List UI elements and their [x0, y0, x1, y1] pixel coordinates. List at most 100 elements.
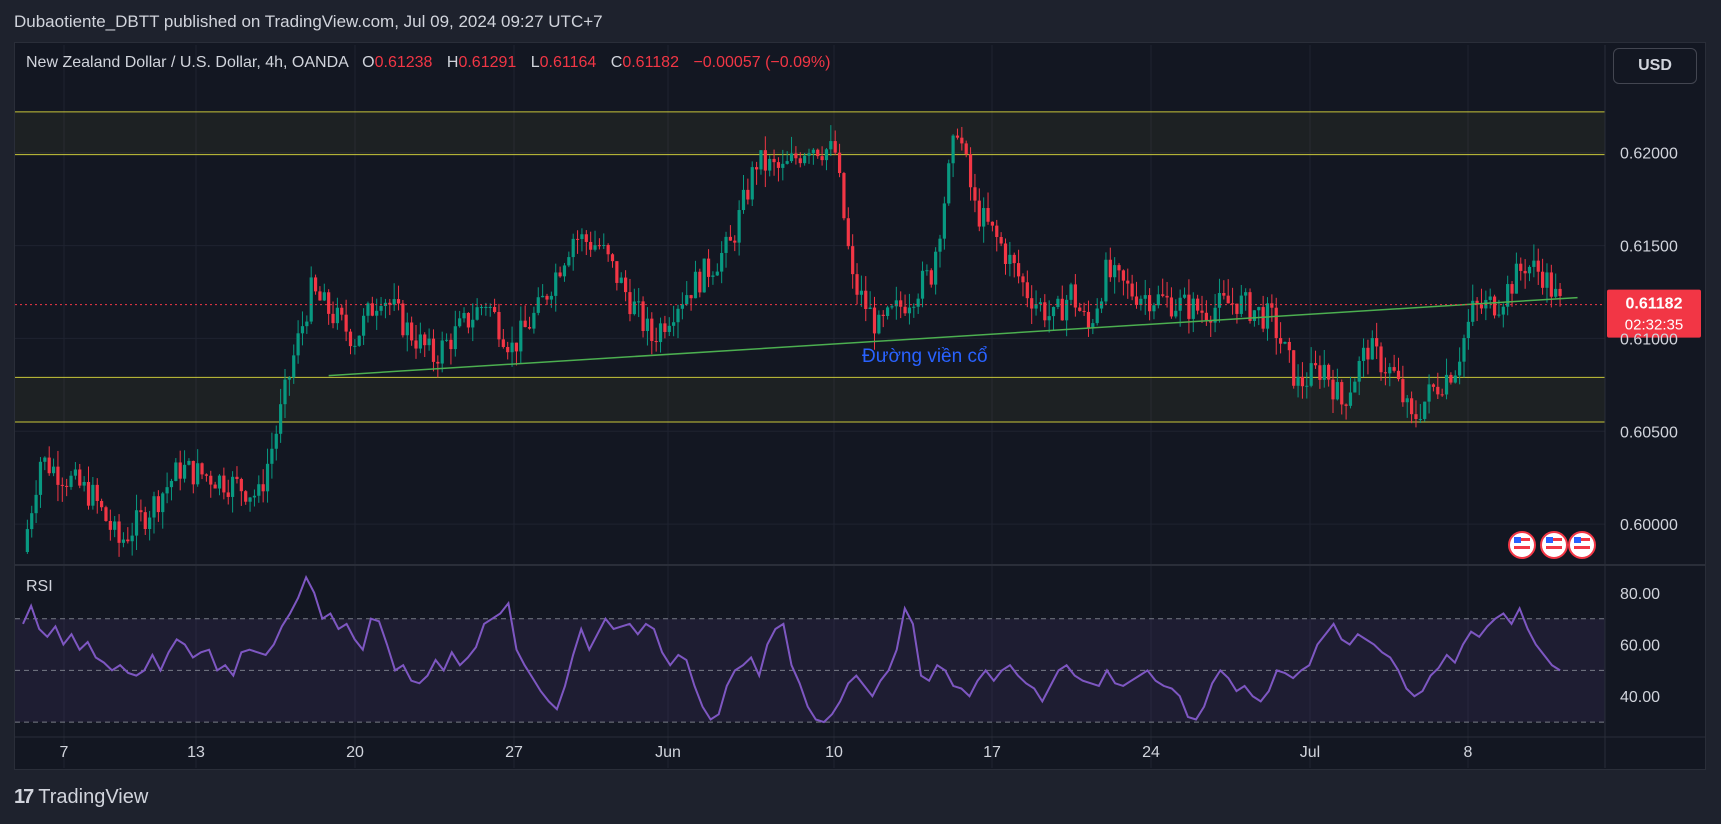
candle-body: [829, 141, 833, 150]
candle-body: [619, 277, 623, 283]
candle-body: [645, 318, 650, 332]
candle-body: [746, 189, 750, 200]
candle-body: [1065, 299, 1069, 321]
candle-body: [934, 251, 938, 285]
price-tag-countdown: 02:32:35: [1625, 317, 1683, 334]
us-flag-event-icon[interactable]: [1540, 531, 1568, 559]
us-flag-event-icon[interactable]: [1508, 531, 1536, 559]
candle-body: [204, 474, 208, 476]
candle-body: [1519, 263, 1523, 271]
candle-body: [1296, 376, 1300, 386]
candle-body: [628, 292, 632, 315]
candle-body: [1427, 384, 1431, 402]
rsi-panel: 40.00 60.00 80.00: [15, 574, 1660, 724]
candle-body: [305, 321, 309, 327]
candle-body: [824, 149, 829, 161]
candle-body: [650, 318, 654, 341]
candle-body: [593, 245, 597, 250]
us-flag-event-icon[interactable]: [1568, 531, 1596, 559]
candle-body: [676, 308, 680, 323]
candle-body: [1453, 375, 1457, 383]
candle-body: [968, 154, 973, 188]
currency-button[interactable]: USD: [1613, 48, 1697, 84]
candle-body: [1265, 303, 1270, 329]
candle-body: [1008, 254, 1012, 265]
candle-body: [1274, 307, 1278, 339]
candle-body: [794, 153, 798, 159]
candle-body: [549, 295, 553, 300]
candle-body: [575, 238, 580, 240]
candle-body: [558, 272, 562, 277]
candle-body: [951, 135, 955, 164]
candle-body: [1353, 381, 1357, 393]
rsi-line: [22, 574, 1561, 724]
candle-body: [1126, 280, 1130, 284]
candle-body: [1209, 320, 1213, 323]
candle-body: [1130, 283, 1134, 297]
candle-body: [213, 484, 217, 489]
candle-body: [313, 277, 318, 292]
candle-body: [781, 163, 785, 168]
candle-body: [1252, 310, 1256, 321]
candle-body: [479, 307, 484, 309]
candle-body: [108, 520, 112, 530]
candle-body: [877, 314, 881, 334]
candle-body: [209, 475, 213, 485]
candle-body: [165, 487, 169, 494]
candle-body: [38, 461, 43, 495]
candle-body: [126, 539, 130, 542]
candle-body: [973, 187, 977, 201]
rsi-tick-label: 40.00: [1620, 689, 1660, 706]
candle-body: [139, 510, 143, 513]
candle-body: [554, 272, 558, 296]
candle-body: [514, 342, 519, 352]
candle-body: [977, 200, 981, 227]
candle-body: [1506, 284, 1510, 307]
candle-body: [1331, 379, 1335, 400]
candle-body: [929, 270, 933, 285]
candle-body: [1117, 265, 1121, 271]
candle-body: [366, 303, 370, 316]
candle-body: [942, 203, 946, 239]
zone-band: [15, 111, 1605, 155]
candle-body: [916, 298, 920, 307]
candle-body: [667, 325, 671, 332]
candle-body: [357, 335, 361, 346]
candle-body: [466, 312, 470, 328]
candle-body: [1401, 379, 1405, 403]
symbol-name[interactable]: New Zealand Dollar / U.S. Dollar, 4h, OA…: [26, 54, 349, 71]
candle-body: [1108, 259, 1112, 278]
candle-body: [1549, 272, 1553, 297]
candle-body: [410, 322, 414, 341]
candle-body: [632, 301, 636, 315]
candle-body: [1030, 298, 1034, 309]
candle-body: [1327, 364, 1331, 380]
candle-body: [999, 237, 1003, 244]
candle-body: [519, 320, 523, 352]
candle-body: [370, 303, 374, 316]
footer-brand[interactable]: 17 TradingView: [14, 786, 148, 809]
candle-body: [541, 295, 545, 298]
candle-body: [1148, 295, 1152, 312]
candle-body: [990, 221, 994, 226]
candle-body: [1187, 294, 1191, 319]
candle-body: [353, 345, 357, 347]
candle-body: [1554, 288, 1558, 297]
candle-body: [51, 466, 56, 474]
candle-body: [375, 310, 379, 316]
candle-body: [912, 306, 916, 308]
neckline-group: [328, 296, 1578, 377]
candle-body: [903, 306, 907, 314]
candle-body: [1047, 316, 1051, 321]
candle-body: [143, 512, 147, 529]
candle-body: [720, 252, 724, 272]
candle-body: [789, 153, 794, 162]
candle-body: [1073, 284, 1077, 308]
candle-body: [733, 240, 737, 243]
candle-body: [964, 143, 968, 155]
candle-body: [1309, 363, 1313, 386]
candle-body: [510, 342, 514, 353]
candle-body: [724, 236, 728, 253]
candle-body: [257, 484, 261, 496]
